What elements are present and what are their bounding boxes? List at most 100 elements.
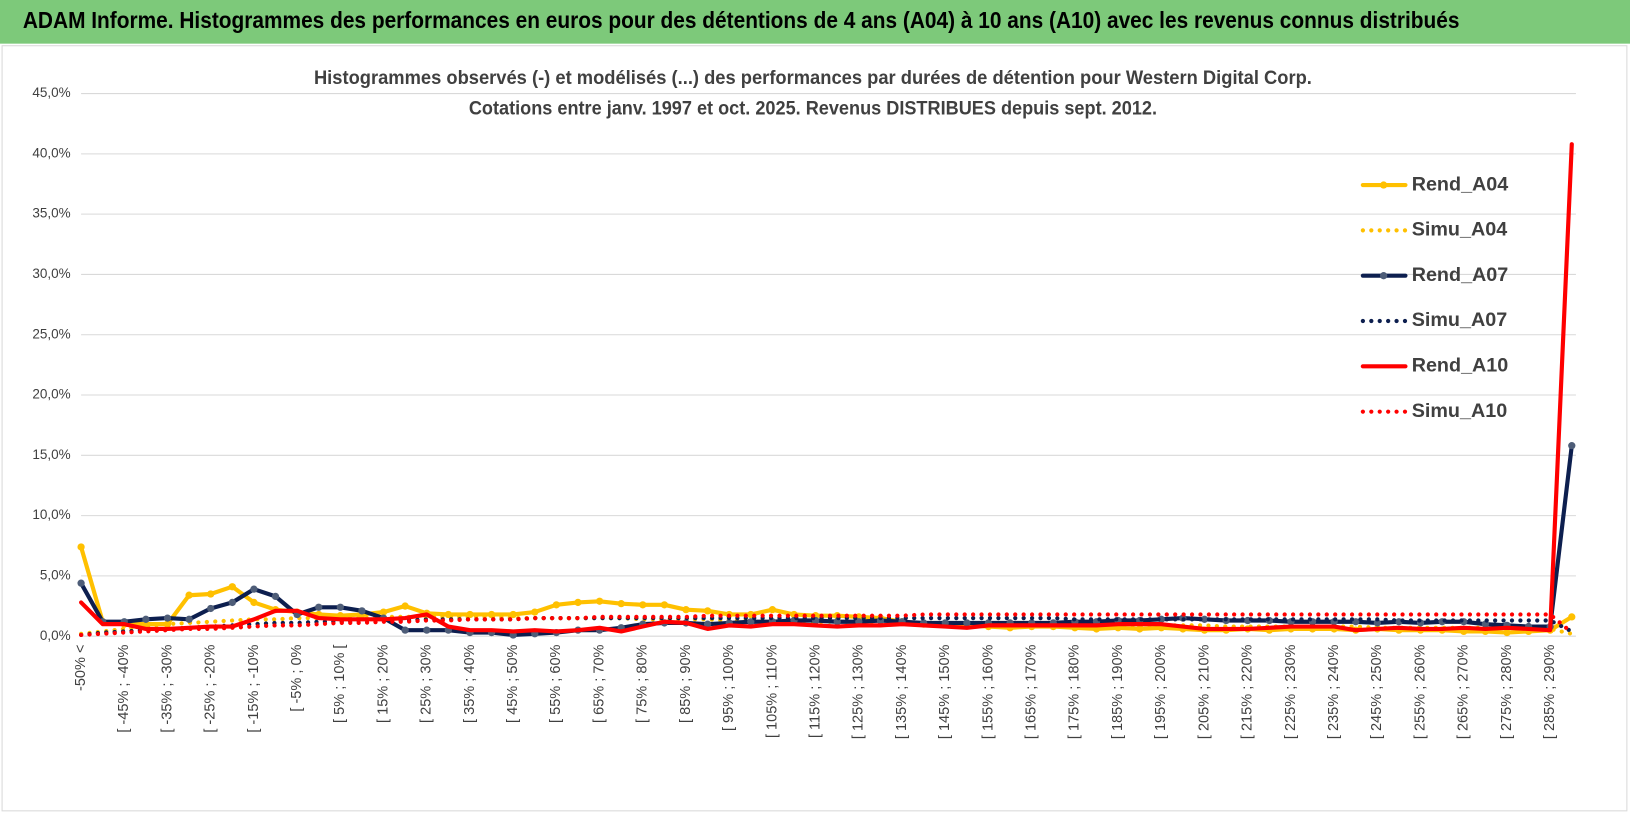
point <box>639 601 647 609</box>
x-tick-label: [ 25% ; 30% <box>419 644 435 723</box>
x-tick-label: [ 35% ; 40% <box>462 644 478 723</box>
x-tick-label: -50% < <box>73 645 89 691</box>
x-tick-label: [ 285% ; 290% <box>1542 644 1558 739</box>
x-tick-label: [ -45% ; -40% <box>116 644 132 732</box>
x-tick-label: [ 215% ; 220% <box>1240 644 1256 739</box>
x-tick-label: [ 225% ; 230% <box>1283 644 1299 739</box>
x-tick-label: [ -25% ; -20% <box>203 644 219 732</box>
point <box>1568 442 1576 450</box>
x-tick-label: [ -35% ; -30% <box>159 644 175 732</box>
legend-label: Simu_A07 <box>1412 309 1508 331</box>
x-tick-label: [ 255% ; 260% <box>1412 644 1428 739</box>
point <box>747 618 755 626</box>
legend-label: Rend_A07 <box>1412 264 1509 286</box>
x-tick-label: [ 275% ; 280% <box>1499 644 1515 739</box>
x-tick-label: [ 55% ; 60% <box>548 644 564 723</box>
legend-label: Simu_A10 <box>1412 400 1508 422</box>
point <box>228 598 236 607</box>
x-tick-label: [ 75% ; 80% <box>635 644 651 723</box>
header-title: ADAM Informe. Histogrammes des performan… <box>23 7 1460 33</box>
x-tick-label: [ 165% ; 170% <box>1024 644 1040 739</box>
point <box>163 614 172 622</box>
header-bar <box>0 0 1630 44</box>
point <box>660 601 669 609</box>
point <box>401 602 409 610</box>
point <box>250 598 258 607</box>
x-tick-label: [ 235% ; 240% <box>1326 644 1342 739</box>
x-tick-label: [ 65% ; 70% <box>591 644 607 723</box>
x-tick-label: [ 85% ; 90% <box>678 644 694 723</box>
x-tick-label: [ 175% ; 180% <box>1067 644 1083 739</box>
y-tick-label: 5,0% <box>40 567 71 582</box>
point <box>423 626 431 634</box>
x-tick-label: [ 105% ; 110% <box>764 644 780 738</box>
x-tick-label: [ -5% ; 0% <box>289 644 305 711</box>
point <box>552 601 561 609</box>
y-tick-label: 35,0% <box>32 206 70 221</box>
x-tick-label: [ 115% ; 120% <box>807 644 823 738</box>
y-tick-label: 45,0% <box>32 85 70 100</box>
x-tick-label: [ 155% ; 160% <box>980 644 996 739</box>
point <box>1568 613 1576 621</box>
point <box>682 606 690 614</box>
chart-subtitle: Cotations entre janv. 1997 et oct. 2025.… <box>469 97 1157 119</box>
point <box>703 620 712 628</box>
point <box>703 607 712 615</box>
legend-label: Rend_A04 <box>1412 173 1509 195</box>
x-tick-label: [ 265% ; 270% <box>1456 644 1472 739</box>
point <box>336 603 344 611</box>
y-tick-label: 40,0% <box>32 145 70 160</box>
point <box>77 579 85 587</box>
point <box>1373 619 1381 627</box>
y-tick-label: 15,0% <box>32 447 70 462</box>
y-tick-label: 25,0% <box>32 326 70 341</box>
point <box>142 615 150 623</box>
chart-frame <box>1 45 1628 812</box>
x-tick-label: [ 195% ; 200% <box>1153 644 1169 739</box>
point <box>768 606 777 614</box>
chart-title: Histogrammes observés (-) et modélisés (… <box>314 67 1312 89</box>
x-tick-label: [ 125% ; 130% <box>851 644 867 739</box>
y-tick-label: 0,0% <box>40 628 71 643</box>
x-tick-label: [ 135% ; 140% <box>894 644 910 739</box>
point <box>207 590 215 598</box>
y-tick-label: 20,0% <box>32 387 70 402</box>
point <box>228 583 236 591</box>
point <box>358 607 366 615</box>
x-tick-label: [ 45% ; 50% <box>505 644 521 723</box>
legend-marker <box>1379 272 1388 280</box>
point <box>595 597 604 605</box>
point <box>401 626 409 634</box>
point <box>315 603 323 611</box>
point <box>963 619 971 627</box>
point <box>574 598 582 607</box>
point <box>185 615 193 623</box>
x-tick-label: [ 145% ; 150% <box>937 644 953 739</box>
x-tick-label: [ 5% ; 10% [ <box>332 645 348 723</box>
x-tick-label: [ 15% ; 20% <box>375 644 391 723</box>
point <box>1503 628 1511 637</box>
series-line <box>79 544 1574 635</box>
point <box>531 608 539 616</box>
series-line <box>79 142 1574 634</box>
point <box>185 591 193 599</box>
legend-label: Simu_A04 <box>1412 219 1508 241</box>
legend-label: Rend_A10 <box>1412 355 1509 377</box>
y-tick-label: 30,0% <box>32 266 70 281</box>
point <box>1200 615 1209 623</box>
point <box>250 585 258 593</box>
x-tick-label: [ 95% ; 100% <box>721 644 737 731</box>
point <box>509 610 517 619</box>
point <box>207 604 215 613</box>
point <box>271 592 280 601</box>
point <box>77 543 85 551</box>
y-tick-label: 10,0% <box>32 507 70 522</box>
legend-marker <box>1379 181 1388 189</box>
x-tick-label: [ 205% ; 210% <box>1196 644 1212 739</box>
series-line <box>79 443 1574 638</box>
x-tick-label: [ 185% ; 190% <box>1110 644 1126 739</box>
x-tick-label: [ -15% ; -10% <box>246 644 262 732</box>
point <box>617 600 625 608</box>
